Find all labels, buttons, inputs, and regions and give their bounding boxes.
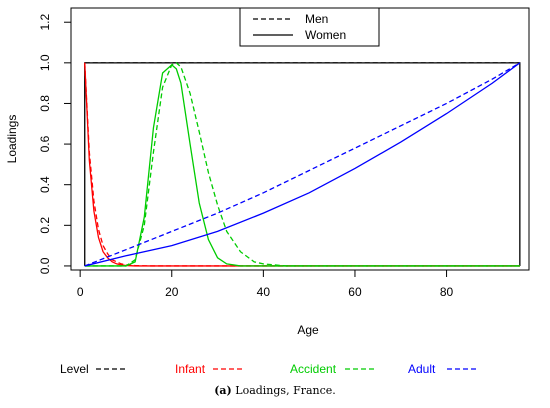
x-tick-label: 60 [348, 285, 362, 299]
y-tick-label: 0.8 [38, 95, 52, 112]
y-tick-label: 1.2 [38, 14, 52, 31]
series-infant-women [84, 62, 520, 267]
caption-label: (a) [214, 384, 232, 397]
legend-top: Men Women [239, 7, 380, 47]
x-tick-label: 40 [257, 285, 271, 299]
y-tick-label: 0.0 [38, 257, 52, 274]
caption-text: Loadings, France. [235, 384, 336, 397]
series-accident-women [84, 64, 520, 267]
legend-bottom: Level Infant Accident Adult [60, 362, 477, 376]
y-axis-label: Loadings [5, 115, 19, 164]
factor-legend-label-adult: Adult [408, 362, 436, 376]
series-level-women [84, 62, 521, 266]
x-axis-label: Age [297, 323, 319, 337]
x-tick-label: 20 [165, 285, 179, 299]
plot-frame [70, 7, 530, 271]
figure-caption: (a) Loadings, France. [0, 384, 550, 397]
x-tick-label: 0 [77, 285, 84, 299]
loadings-chart: 0 20 40 60 80 0.0 0.2 0.4 0.6 0.8 1.0 1.2 Age Load… [5, 7, 530, 376]
series-layer [84, 62, 521, 267]
y-tick-label: 0.4 [38, 176, 52, 193]
factor-legend-label-level: Level [60, 362, 89, 376]
series-adult-men [84, 62, 521, 267]
y-tick-label: 1.0 [38, 54, 52, 71]
y-tick-label: 0.6 [38, 135, 52, 152]
legend-label-women: Women [305, 28, 346, 42]
x-axis: 0 20 40 60 80 [77, 269, 454, 299]
y-axis: 0.0 0.2 0.4 0.6 0.8 1.0 1.2 [38, 14, 72, 274]
y-tick-label: 0.2 [38, 217, 52, 234]
series-accident-men [84, 62, 520, 267]
factor-legend-label-infant: Infant [175, 362, 206, 376]
legend-top-box [239, 7, 380, 47]
x-tick-label: 80 [440, 285, 454, 299]
factor-legend-label-accident: Accident [290, 362, 337, 376]
series-adult-women [84, 62, 521, 267]
legend-label-men: Men [305, 12, 328, 26]
